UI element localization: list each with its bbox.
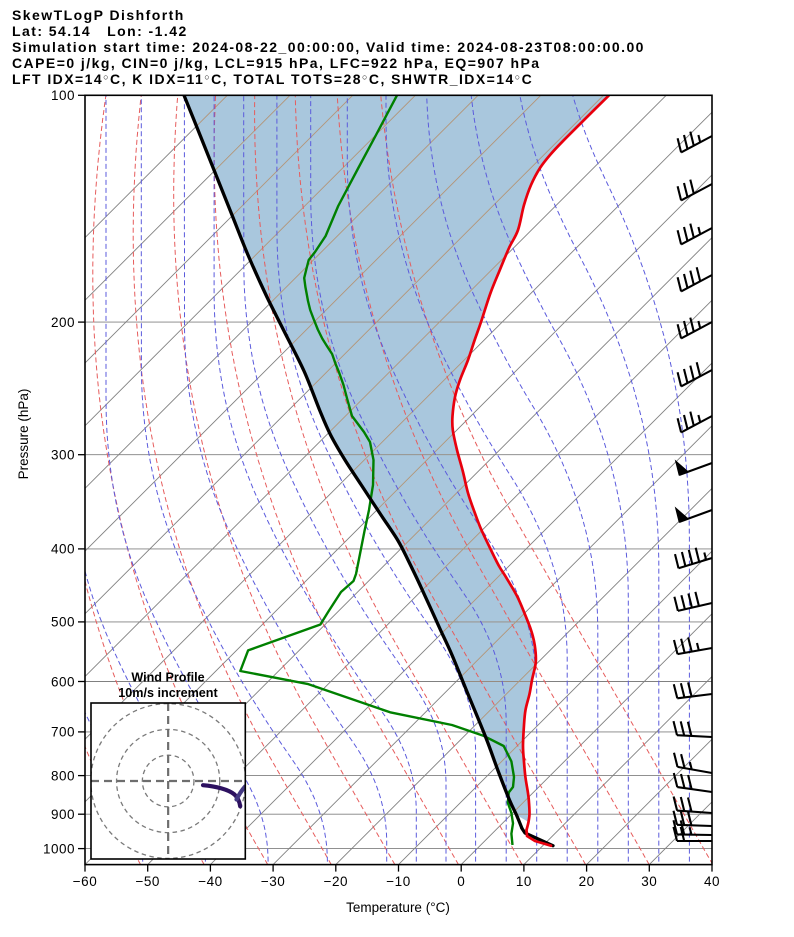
- svg-text:Temperature (°C): Temperature (°C): [346, 900, 450, 915]
- svg-text:1000: 1000: [43, 841, 75, 856]
- svg-text:20: 20: [579, 874, 595, 889]
- svg-text:−20: −20: [324, 874, 348, 889]
- svg-text:700: 700: [51, 725, 75, 740]
- svg-text:40: 40: [704, 874, 720, 889]
- svg-text:Pressure (hPa): Pressure (hPa): [16, 389, 31, 480]
- svg-text:−10: −10: [386, 874, 410, 889]
- svg-text:900: 900: [51, 807, 75, 822]
- svg-text:200: 200: [51, 315, 75, 330]
- svg-text:300: 300: [51, 448, 75, 463]
- svg-text:30: 30: [641, 874, 657, 889]
- svg-text:100: 100: [51, 88, 75, 103]
- svg-text:Wind Profile: Wind Profile: [131, 671, 204, 685]
- svg-text:−60: −60: [73, 874, 97, 889]
- svg-text:0: 0: [457, 874, 465, 889]
- svg-text:−50: −50: [135, 874, 159, 889]
- svg-text:10: 10: [516, 874, 532, 889]
- svg-text:400: 400: [51, 542, 75, 557]
- svg-text:600: 600: [51, 674, 75, 689]
- svg-text:10m/s increment: 10m/s increment: [118, 686, 218, 700]
- svg-text:800: 800: [51, 768, 75, 783]
- svg-text:−40: −40: [198, 874, 222, 889]
- svg-text:500: 500: [51, 615, 75, 630]
- svg-text:−30: −30: [261, 874, 285, 889]
